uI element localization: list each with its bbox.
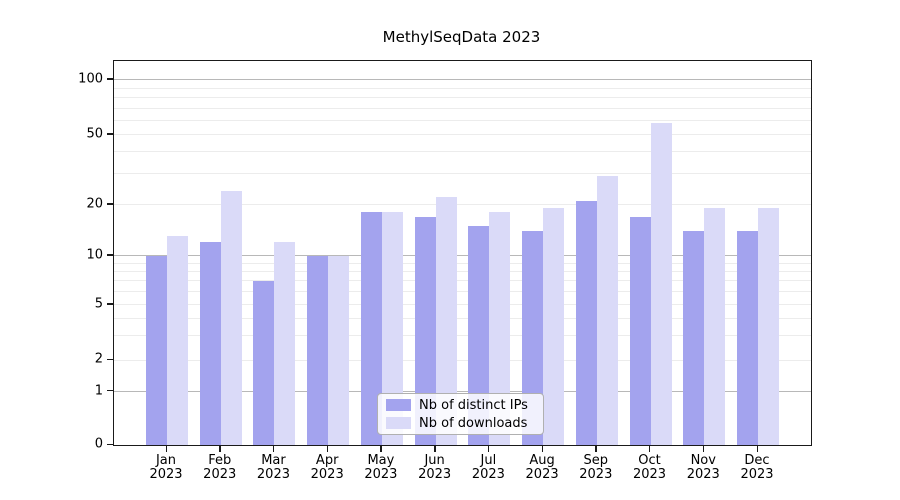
x-tick-mark (326, 445, 329, 452)
gridline-minor (114, 108, 811, 109)
bar-downloads-oct (650, 123, 672, 445)
x-tick-label: Nov 2023 (686, 453, 720, 482)
x-tick-label: Sep 2023 (579, 453, 613, 482)
x-tick-label: Dec 2023 (740, 453, 774, 482)
bar-downloads-apr (328, 255, 350, 445)
y-tick-label: 2 (94, 351, 103, 367)
bar-downloads-mar (274, 242, 296, 445)
gridline-minor (114, 151, 811, 152)
y-tick-mark (107, 358, 113, 361)
bar-distinct-ips-may (360, 212, 382, 445)
plot-area (113, 60, 812, 446)
gridline-minor (114, 97, 811, 98)
x-tick-mark (649, 445, 651, 452)
x-tick-label: Feb 2023 (203, 453, 237, 482)
chart-title: MethylSeqData 2023 (382, 28, 541, 46)
legend-label-distinct-ips: Nb of distinct IPs (419, 397, 528, 413)
gridline-minor (114, 318, 811, 319)
bar-distinct-ips-dec (737, 230, 758, 445)
x-tick-mark (165, 445, 167, 452)
y-tick-label: 100 (78, 71, 103, 87)
x-tick-mark (434, 445, 436, 452)
bar-distinct-ips-aug (522, 230, 544, 445)
y-tick-label: 50 (86, 126, 103, 142)
x-tick-label: Oct 2023 (632, 453, 667, 482)
bar-downloads-feb (220, 190, 242, 445)
bar-downloads-jul (489, 212, 511, 445)
bar-downloads-nov (704, 208, 726, 445)
bar-distinct-ips-nov (683, 230, 705, 445)
gridline-minor (114, 263, 811, 264)
gridline-major (114, 255, 811, 256)
bar-downloads-may (381, 212, 403, 445)
x-tick-mark (595, 445, 597, 452)
x-tick-label: Mar 2023 (256, 453, 290, 482)
bar-downloads-jun (435, 197, 457, 445)
bar-distinct-ips-sep (575, 200, 597, 445)
x-tick-label: Apr 2023 (310, 453, 344, 482)
grid-layer (114, 61, 811, 445)
y-tick-mark (107, 133, 113, 135)
y-tick-mark (107, 254, 113, 256)
bar-distinct-ips-jun (414, 216, 436, 445)
bar-distinct-ips-jan (146, 255, 167, 445)
x-tick-mark (541, 445, 543, 452)
bar-distinct-ips-oct (629, 216, 651, 445)
gridline-minor (114, 271, 811, 272)
x-tick-mark (756, 445, 758, 452)
bar-downloads-jan (167, 236, 188, 445)
y-tick-mark (107, 303, 113, 305)
legend-swatch-distinct-ips (386, 399, 411, 411)
gridline-minor (114, 360, 811, 361)
y-tick-mark (107, 78, 113, 80)
bar-downloads-dec (758, 208, 779, 445)
x-tick-mark (487, 445, 490, 452)
gridline-minor (114, 291, 811, 292)
gridline-minor (114, 304, 811, 305)
x-tick-mark (272, 445, 275, 452)
bar-distinct-ips-mar (253, 280, 275, 445)
x-tick-label: May 2023 (364, 453, 398, 482)
legend-label-downloads: Nb of downloads (419, 415, 528, 431)
y-tick-label: 10 (86, 247, 103, 263)
legend-entry-distinct-ips: Nb of distinct IPs (386, 398, 535, 413)
y-tick-label: 5 (94, 296, 103, 312)
bar-distinct-ips-jul (468, 225, 490, 445)
x-tick-label: Jan 2023 (149, 453, 183, 482)
legend-swatch-downloads (386, 417, 411, 429)
legend: Nb of distinct IPs Nb of downloads (377, 393, 544, 435)
x-tick-mark (380, 445, 382, 452)
gridline-minor (114, 335, 811, 336)
gridline-minor (114, 120, 811, 121)
x-tick-label: Jun 2023 (418, 453, 452, 482)
bar-downloads-aug (543, 208, 565, 445)
legend-entry-downloads: Nb of downloads (386, 416, 535, 431)
gridline-minor (114, 134, 811, 135)
x-tick-label: Aug 2023 (525, 453, 559, 482)
bar-layer (114, 61, 811, 445)
gridline-major (114, 79, 811, 80)
x-tick-mark (702, 445, 705, 452)
gridline-major (114, 391, 811, 392)
x-tick-mark (219, 445, 221, 452)
gridline-minor (114, 88, 811, 89)
x-tick-label: Jul 2023 (471, 453, 505, 482)
bar-distinct-ips-feb (199, 242, 221, 445)
y-tick-label: 0 (94, 436, 103, 452)
bar-distinct-ips-apr (307, 255, 329, 445)
y-tick-label: 20 (86, 196, 103, 212)
y-tick-mark (107, 203, 113, 205)
y-tick-mark (107, 443, 113, 445)
gridline-minor (114, 280, 811, 281)
bar-downloads-sep (596, 176, 618, 445)
y-tick-mark (107, 390, 113, 392)
gridline-minor (114, 173, 811, 174)
gridline-minor (114, 204, 811, 205)
y-tick-label: 1 (94, 383, 103, 399)
